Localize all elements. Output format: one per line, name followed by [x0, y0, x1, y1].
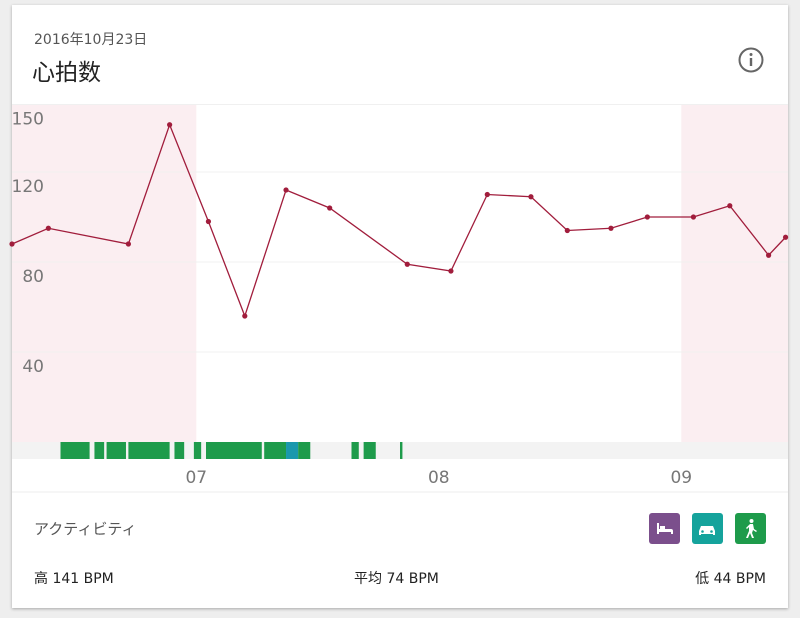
- info-button[interactable]: [737, 46, 765, 74]
- activity-segment: [298, 442, 311, 459]
- sleep-band: [12, 104, 197, 442]
- heart-rate-point: [782, 234, 789, 240]
- heart-rate-point: [484, 191, 490, 198]
- heart-rate-point: [242, 313, 248, 319]
- heart-rate-point: [45, 225, 51, 231]
- x-tick-label: 08: [428, 468, 450, 488]
- stat-high: 高 141 BPM: [34, 571, 114, 587]
- y-tick-label: 80: [22, 267, 44, 287]
- activity-segment: [128, 442, 170, 459]
- activity-segment: [60, 442, 90, 459]
- x-tick-label: 09: [670, 468, 692, 488]
- heart-rate-point: [528, 194, 534, 200]
- date: 2016年10月23日: [34, 32, 148, 48]
- activity-segment: [286, 442, 299, 459]
- heart-rate-point: [125, 241, 131, 247]
- activity-segment: [193, 442, 202, 459]
- chart: 40 80 120 150 07 08 09: [9, 104, 789, 493]
- heart-rate-point: [727, 203, 733, 209]
- heart-rate-point: [283, 187, 289, 193]
- activity-segment: [363, 442, 376, 459]
- sleep-band: [681, 104, 788, 442]
- title: 心拍数: [32, 60, 101, 86]
- activity-label: アクティビティ: [34, 520, 137, 538]
- heart-rate-point: [327, 205, 333, 211]
- activity-segment: [264, 442, 287, 459]
- heart-rate-point: [644, 214, 650, 220]
- heart-rate-point: [205, 218, 212, 225]
- heart-rate-point: [564, 227, 570, 234]
- activity-segment: [206, 442, 262, 459]
- heart-rate-point: [608, 225, 614, 231]
- y-tick-label: 150: [12, 110, 44, 130]
- activity-segment: [351, 442, 359, 459]
- heart-rate-point: [404, 261, 410, 267]
- activity-segment: [94, 442, 105, 459]
- heart-rate-point: [9, 241, 15, 247]
- y-tick-label: 120: [12, 177, 44, 197]
- heart-rate-point: [690, 214, 697, 220]
- heart-rate-point: [448, 268, 454, 274]
- stat-low: 低 44 BPM: [695, 571, 766, 587]
- x-tick-label: 07: [185, 468, 207, 488]
- heart-rate-point: [766, 252, 772, 258]
- stat-average: 平均 74 BPM: [354, 571, 439, 587]
- activity-segment: [106, 442, 126, 459]
- heart-rate-point: [167, 122, 173, 128]
- activity-segment: [400, 442, 403, 459]
- y-tick-label: 40: [22, 357, 44, 377]
- activity-segment: [174, 442, 185, 459]
- activity-icons: [649, 513, 766, 544]
